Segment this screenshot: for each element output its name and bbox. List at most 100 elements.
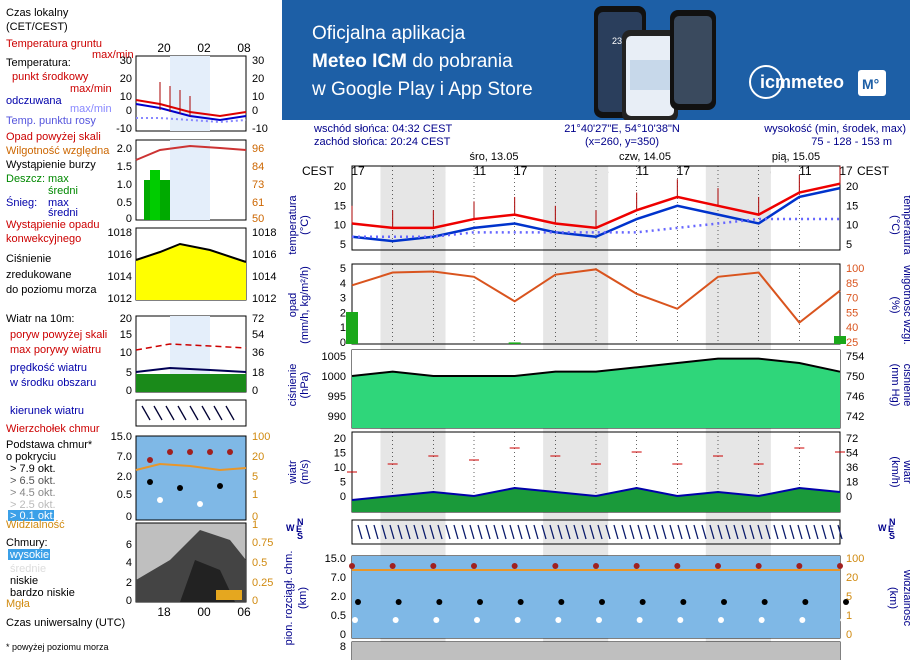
cloud-top-dot — [471, 563, 477, 569]
cloud-top-dot — [755, 563, 762, 569]
wind-arrow-icon — [445, 524, 451, 540]
axis-tick: 0 — [846, 629, 852, 641]
banner-line3: w Google Play i App Store — [312, 79, 533, 100]
legend-cl-tick: 2 — [126, 577, 132, 589]
day-label-3: pią, 15.05 — [772, 151, 820, 163]
legend-okt-1: > 7.9 okt. — [10, 463, 56, 475]
cloud-top-dot — [633, 563, 640, 569]
wind-arrow-icon — [765, 524, 771, 540]
hour-label: 11 — [474, 164, 487, 178]
legend-pressure2: zredukowane — [6, 269, 71, 281]
wind-arrow-icon — [493, 524, 499, 540]
cloud-top-dot — [796, 563, 803, 569]
legend-hour-top-3: 08 — [237, 41, 251, 55]
legend-fog-tick: 0.75 — [252, 537, 273, 549]
wind-arrow-icon — [685, 524, 691, 540]
axis-wind-title-r: wiatr — [901, 459, 910, 484]
legend-cloud-top: Wierzchołek chmur — [6, 423, 100, 435]
cloud-base-dot — [596, 617, 602, 623]
axis-tick: 18 — [846, 477, 858, 489]
banner-graphic: 23° icmmeteo M° — [594, 6, 886, 120]
axis-tick: 0 — [340, 491, 346, 503]
coordinates: 21°40'27"E, 54°10'38"N — [564, 123, 680, 135]
cloud-base-dot — [355, 599, 361, 605]
axis-tick: 10 — [846, 220, 858, 232]
legend-mid: średnie — [10, 563, 46, 575]
pressure-line — [351, 357, 841, 377]
legend-cloud-base: Podstawa chmur* — [6, 439, 93, 451]
legend-feels: odczuwana — [6, 95, 63, 107]
legend-wind-tick-r: 54 — [252, 329, 264, 341]
legend-okt-5: > 0.1 okt. — [10, 510, 56, 522]
axis-tick: 7.0 — [331, 572, 346, 584]
svg-text:S: S — [889, 531, 895, 541]
wind-arrow-icon — [797, 524, 803, 540]
axis-tick: 0 — [846, 491, 852, 503]
wind-arrow-icon — [653, 524, 659, 540]
wind-arrow-icon — [357, 524, 363, 540]
legend-temp: Temperatura: — [6, 57, 71, 69]
precip-bar — [508, 342, 521, 344]
cloud-base-dot — [599, 599, 605, 605]
legend-vlow: bardzo niskie — [10, 587, 75, 599]
wind-arrow-icon — [557, 524, 563, 540]
axis-tick: 2.0 — [331, 591, 346, 603]
axis-tick: 1000 — [322, 371, 346, 383]
wind-arrow-icon — [669, 524, 675, 540]
cloud-base-dot — [474, 617, 480, 623]
legend-footnote: * powyżej poziomu morza — [6, 642, 109, 652]
wind-arrow-icon — [813, 524, 819, 540]
axis-hum-title: wilgotność wzgl. — [901, 264, 910, 344]
wind-arrow-icon — [693, 524, 699, 540]
legend-fog-tick: 1 — [252, 519, 258, 531]
axis-tick: 10 — [334, 462, 346, 474]
legend-pressure3: do poziomu morza — [6, 284, 97, 296]
wind-arrow-icon — [453, 524, 459, 540]
axis-tick: 754 — [846, 351, 864, 363]
wind-arrow-icon — [661, 524, 667, 540]
axis-tick: 20 — [846, 572, 858, 584]
cloud-base-dot — [558, 599, 565, 605]
axis-tick: 1 — [846, 610, 852, 622]
legend-hum-tick: 50 — [252, 213, 264, 225]
legend-hour-top-2: 02 — [197, 41, 211, 55]
svg-text:S: S — [297, 531, 303, 541]
axis-tick: 5 — [340, 477, 346, 489]
axis-tick: 4 — [340, 278, 346, 290]
phone-temp: 23° — [612, 36, 626, 46]
legend-press-tick-r: 1012 — [252, 293, 276, 305]
clouds-bg — [352, 642, 840, 660]
wind-arrow-icon — [365, 524, 371, 540]
wind-arrow-icon — [533, 524, 539, 540]
legend-wind-tick: 5 — [126, 367, 132, 379]
legend-pressure: Ciśnienie — [6, 253, 51, 265]
wind-arrow-icon — [509, 524, 515, 540]
cloud-top-dot — [715, 563, 721, 569]
wind-arrow-icon — [525, 524, 531, 540]
svg-text:W: W — [878, 523, 887, 533]
wind-arrow-icon — [485, 524, 491, 540]
promo-banner[interactable]: Oficjalna aplikacja Meteo ICM do pobrani… — [282, 0, 910, 120]
legend-clouds: Chmury: — [6, 537, 48, 549]
legend-dir-plot — [135, 399, 247, 427]
wind-arrow-icon — [789, 524, 795, 540]
legend-temp-tick-r: 30 — [252, 55, 264, 67]
legend-wind-tick-r: 36 — [252, 347, 264, 359]
legend-vis-tick: 100 — [252, 431, 270, 443]
legend-hour-top-1: 20 — [157, 41, 171, 55]
legend-precip-tick: 2.0 — [117, 143, 132, 155]
legend-cb-tick: 2.0 — [117, 471, 132, 483]
axis-tick: 36 — [846, 462, 858, 474]
legend-wind-avg: prędkość wiatru — [10, 362, 87, 374]
brand-badge: M° — [862, 76, 879, 92]
axis-tick: 15.0 — [325, 553, 346, 565]
cloud-base-dot — [517, 599, 524, 605]
meteogram: wschód słońca: 04:32 CEST zachód słońca:… — [283, 123, 910, 660]
axis-tick: 40 — [846, 322, 858, 334]
legend-wind-tick: 20 — [120, 313, 132, 325]
sunrise: wschód słońca: 04:32 CEST — [313, 123, 452, 135]
wind-arrow-icon — [413, 524, 419, 540]
axis-press-title-r: ciśnienie — [901, 364, 910, 407]
legend-cloudbase-plot — [135, 435, 247, 521]
